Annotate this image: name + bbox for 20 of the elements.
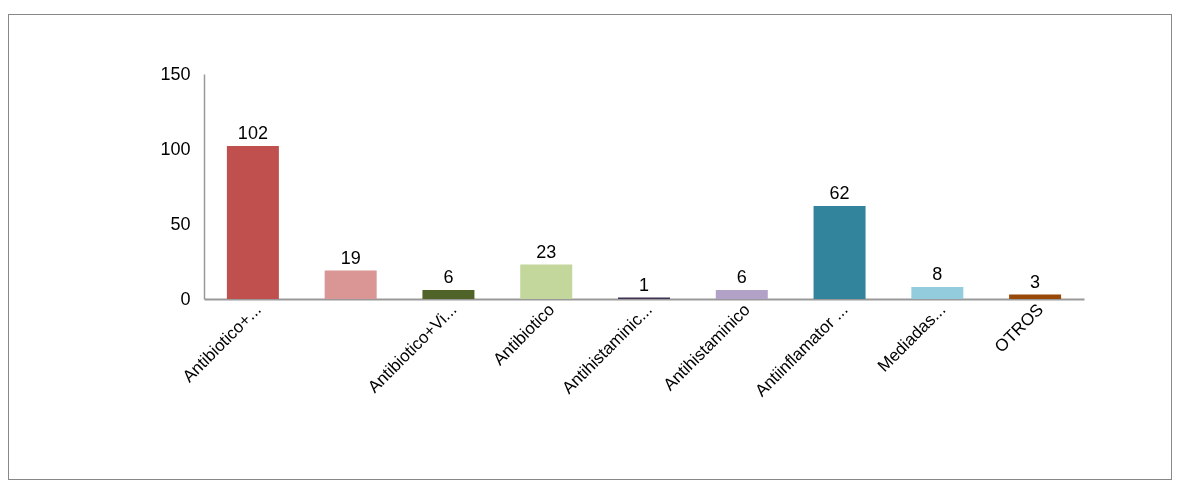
bar [911,287,964,299]
y-tick-label: 150 [160,63,191,84]
data-label: 19 [340,247,361,268]
bar [715,290,768,299]
data-label: 6 [736,267,747,287]
data-label: 3 [1030,271,1041,292]
data-label: 23 [536,241,557,262]
data-label: 62 [829,183,850,203]
bar [324,270,377,299]
y-tick-label: 100 [160,138,191,159]
y-tick-label: 0 [180,288,191,309]
y-tick-label: 50 [170,213,191,234]
data-label: 6 [443,267,454,287]
data-label: 8 [932,264,943,284]
data-label: 1 [638,274,650,295]
bar [422,290,475,299]
data-label: 102 [237,123,268,143]
bar [226,146,279,299]
bar [520,264,573,299]
bar [813,206,866,299]
